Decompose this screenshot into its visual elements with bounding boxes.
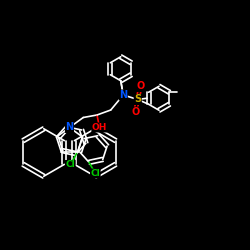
Text: S: S bbox=[134, 94, 141, 104]
Text: O: O bbox=[131, 107, 140, 117]
Text: Cl: Cl bbox=[66, 160, 75, 170]
Text: N: N bbox=[119, 90, 127, 100]
Text: N: N bbox=[66, 122, 74, 132]
Text: OH: OH bbox=[92, 123, 107, 132]
Text: Cl: Cl bbox=[90, 169, 100, 178]
Text: O: O bbox=[136, 82, 144, 92]
